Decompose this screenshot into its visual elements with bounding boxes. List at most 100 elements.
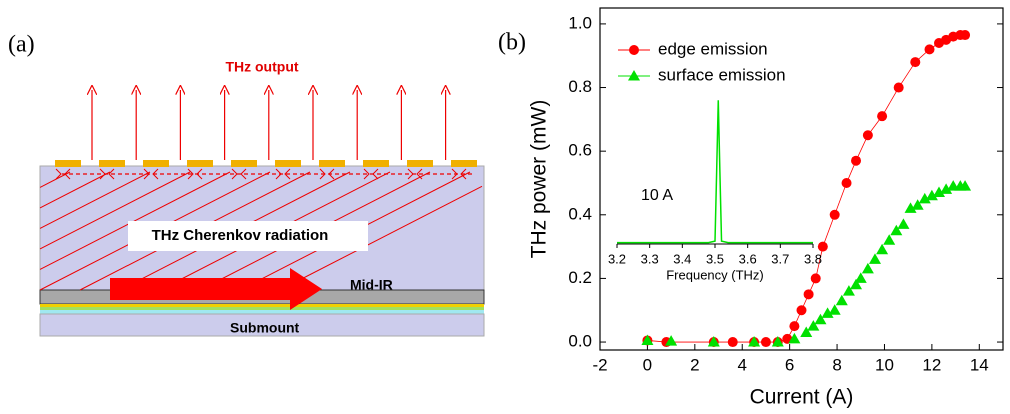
label-box [128,221,368,251]
x-tick-label: 14 [970,355,989,374]
data-point [868,253,881,264]
x-tick-label: 0 [643,355,652,374]
data-point [665,335,678,346]
inset-spectrum [617,100,813,244]
mid-ir-arrow [110,268,322,310]
data-point [835,294,848,306]
radiation-label: THz Cherenkov radiation [152,227,329,244]
x-axis-label: Current (A) [750,386,854,409]
inset-x-tick-label: 3.8 [804,251,822,266]
reflection [451,168,467,180]
cherenkov-ray [279,185,483,291]
grating-bar [231,160,257,167]
x-tick-label: -2 [592,355,607,374]
grating-bar [407,160,433,167]
data-point [911,199,924,210]
y-tick-label: 1.0 [568,13,592,32]
reflection [55,168,71,180]
panel-a: (a) THz output THz Cherenkov radiation M… [8,32,485,337]
data-point [789,321,800,332]
cherenkov-ray [39,171,231,270]
data-point [760,337,771,348]
y-tick-label: 0.6 [568,141,592,160]
data-point [814,313,827,325]
grating-bar [99,160,125,167]
inset-annotation: 10 A [641,187,673,204]
reflection [187,168,203,180]
data-point [854,272,867,283]
data-point [932,186,945,198]
reflection [275,168,291,180]
grating-bar [143,160,169,167]
data-point [893,82,904,93]
data-point [641,334,654,345]
data-point [877,111,888,122]
data-point [841,177,852,188]
cherenkov-ray [39,171,151,229]
data-point [800,326,813,338]
submount-label: Submount [230,320,300,336]
y-tick-label: 0.8 [568,77,592,96]
data-point [771,336,784,347]
x-tick-label: 4 [738,355,747,374]
inset-x-tick-label: 3.7 [771,251,789,266]
y-tick-label: 0.0 [568,332,592,351]
data-point [842,285,855,296]
data-point [727,337,738,348]
data-point [959,180,972,191]
legend-marker [629,45,639,55]
data-point [897,218,910,229]
y-tick-label: 0.4 [568,204,592,223]
legend-marker [628,70,640,81]
reflection [407,168,423,180]
output-label: THz output [225,59,298,75]
reflection [363,168,379,180]
reflection [99,168,115,180]
data-point [890,224,903,236]
data-point [904,202,917,213]
layer [40,310,484,314]
x-tick-label: 8 [832,355,841,374]
data-point [807,320,820,331]
data-point [851,155,862,166]
data-point [803,289,814,300]
data-point [861,262,874,274]
grating-bar [363,160,389,167]
grating-bar [55,160,81,167]
plot-frame [599,7,1004,351]
data-point [924,44,935,55]
submount [39,313,485,337]
data-point [925,189,938,201]
legend-label: surface emission [658,65,786,84]
grating-bar [451,160,477,167]
midir-label: Mid-IR [350,277,393,293]
data-point [748,336,761,347]
panel-label: (b) [498,30,526,56]
layer [40,307,484,310]
data-point [828,304,841,315]
data-point [876,243,889,255]
x-tick-label: 6 [785,355,794,374]
reflection [231,168,247,180]
x-tick-label: 12 [922,355,941,374]
x-tick-label: 10 [875,355,894,374]
reflection [319,168,335,180]
data-point [821,307,834,318]
grating-bar [275,160,301,167]
data-point [910,57,921,68]
data-point [817,241,828,252]
grating-bar [319,160,345,167]
inset-x-tick-label: 3.2 [608,251,626,266]
data-point [796,305,807,316]
inset-x-tick-label: 3.6 [739,251,757,266]
data-point [918,192,931,204]
data-point [883,234,896,245]
y-tick-label: 0.2 [568,268,592,287]
data-point [940,183,953,194]
data-point [788,332,801,344]
cherenkov-ray [39,171,111,209]
inset-x-tick-label: 3.5 [706,251,724,266]
x-tick-label: 2 [690,355,699,374]
